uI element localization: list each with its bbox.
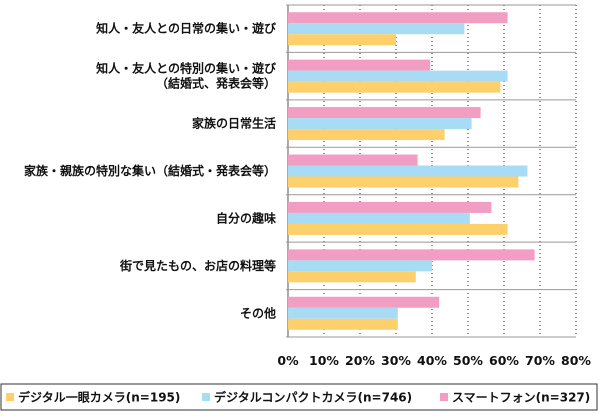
x-tick-label: 60%: [489, 353, 519, 368]
bar: [288, 176, 519, 188]
legend-swatch: [202, 393, 210, 401]
bar: [288, 271, 416, 283]
bar: [288, 223, 508, 235]
x-tick-label: 30%: [381, 353, 411, 368]
category-label: その他: [240, 305, 276, 320]
bar: [288, 296, 440, 308]
category-label: （結婚式、発表会等）: [156, 76, 276, 91]
category-label: 自分の趣味: [216, 210, 276, 225]
bar: [288, 129, 445, 141]
legend-label: デジタル一眼カメラ(n=195): [18, 390, 180, 405]
bar: [288, 165, 528, 177]
bar: [288, 318, 398, 330]
category-label: 家族・親族の特別な集い（結婚式・発表会等）: [24, 163, 276, 178]
bar: [288, 34, 396, 46]
bar: [288, 212, 470, 224]
category-label: 知人・友人との特別の集い・遊び: [95, 61, 277, 76]
bar: [288, 118, 472, 130]
x-axis-tick-labels: 0% 10% 20% 30% 40% 50% 60% 70% 80%: [277, 353, 591, 368]
category-label: 家族の日常生活: [192, 116, 276, 131]
x-tick-label: 80%: [561, 353, 591, 368]
legend-label: デジタルコンパクトカメラ(n=746): [214, 390, 412, 405]
legend-swatch: [6, 393, 14, 401]
bars: [288, 12, 535, 330]
bar: [288, 12, 508, 24]
legend: デジタル一眼カメラ(n=195) デジタルコンパクトカメラ(n=746) スマートフ…: [0, 383, 598, 411]
category-label: 知人・友人との日常の集い・遊び: [95, 21, 277, 36]
legend-label: スマートフォン(n=327): [452, 391, 590, 405]
category-labels: 知人・友人との日常の集い・遊び知人・友人との特別の集い・遊び（結婚式、発表会等）…: [24, 21, 277, 321]
bar: [288, 249, 535, 261]
legend-box: [0, 383, 598, 411]
x-tick-label: 10%: [309, 353, 339, 368]
x-tick-label: 20%: [345, 353, 375, 368]
bar: [288, 81, 501, 93]
bar: [288, 70, 508, 82]
x-tick-label: 0%: [277, 353, 299, 368]
bar: [288, 23, 465, 35]
x-tick-label: 40%: [417, 353, 447, 368]
bar: [288, 154, 418, 166]
bar: [288, 107, 481, 119]
bar: [288, 59, 431, 71]
bar: [288, 201, 492, 213]
x-tick-label: 50%: [453, 353, 483, 368]
bar: [288, 307, 398, 319]
bar: [288, 260, 432, 272]
category-label: 街で見たもの、お店の料理等: [119, 258, 276, 273]
x-tick-label: 70%: [525, 353, 555, 368]
category-separators: [286, 4, 576, 338]
legend-swatch: [440, 393, 448, 401]
